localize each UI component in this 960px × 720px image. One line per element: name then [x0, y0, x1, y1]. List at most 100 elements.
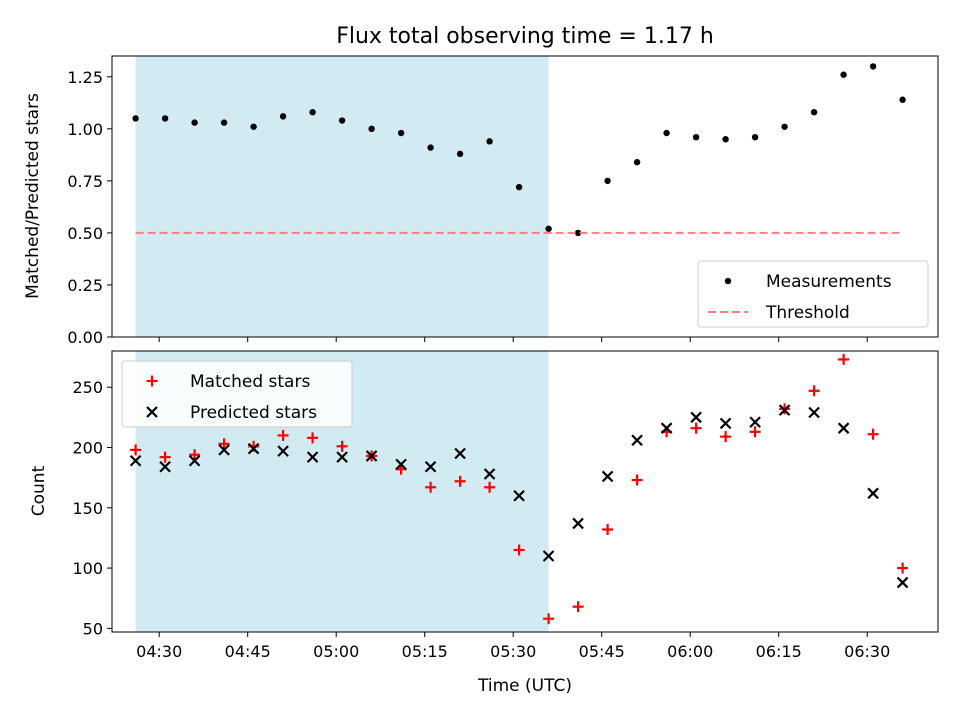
legend-box	[697, 260, 929, 328]
predicted-stars-point	[896, 576, 909, 589]
predicted-stars-point	[159, 460, 171, 473]
predicted-stars-point	[395, 458, 407, 471]
measurement-point	[751, 133, 759, 141]
bottom-panel: 50 100 150 200 250 04:30 04:45 05:00 05:15 05:30 0…	[29, 350, 939, 696]
measurement-point	[486, 138, 493, 145]
y-tick-label: 1.00	[67, 120, 103, 139]
legend-item: Measurements	[724, 272, 892, 292]
y-tick-label: 0.00	[67, 328, 103, 347]
bottom-panel-frame	[111, 350, 939, 633]
measurement-point	[692, 133, 700, 141]
matched-stars-point	[572, 601, 584, 613]
predicted-stars-point	[247, 442, 260, 455]
matched-stars-point	[189, 449, 201, 461]
matched-stars-point	[749, 426, 761, 438]
x-tick-label: 05:45	[579, 642, 625, 661]
x-tick-label: 04:45	[225, 642, 271, 661]
matched-stars-point	[808, 385, 820, 397]
predicted-stars-point	[660, 422, 673, 434]
predicted-stars-point	[336, 451, 348, 463]
predicted-stars-point	[129, 454, 142, 467]
measurement-point	[545, 225, 552, 232]
matched-stars-point	[838, 353, 850, 365]
measurement-point	[899, 96, 906, 103]
legend-label: Predicted stars	[190, 403, 317, 423]
predicted-stars-point	[188, 454, 201, 467]
x-tick-label: 05:30	[490, 642, 536, 661]
legend-box	[121, 360, 353, 428]
matched-stars-point	[484, 481, 496, 493]
x-tick-label: 05:15	[402, 642, 448, 661]
y-tick-label: 0.50	[67, 224, 103, 243]
predicted-stars-point	[572, 517, 584, 530]
top-panel-frame	[111, 55, 939, 338]
predicted-stars-point	[424, 460, 437, 473]
measurement-point	[604, 177, 611, 185]
predicted-stars-point	[867, 487, 879, 500]
measurement-point	[663, 129, 670, 137]
matched-stars-point	[543, 613, 555, 625]
y-tick-label: 100	[72, 559, 103, 578]
observing-window-shade	[135, 56, 549, 337]
matched-stars-point	[720, 431, 732, 443]
legend-label: Measurements	[766, 272, 892, 292]
x-tick-label: 04:30	[136, 642, 182, 661]
legend-label: Matched stars	[190, 372, 310, 392]
measurement-point	[220, 119, 228, 126]
matched-stars-point	[631, 474, 643, 486]
legend-plus-icon	[146, 375, 158, 387]
measurement-point	[810, 109, 818, 116]
legend: Matched stars Predicted stars	[121, 360, 353, 428]
measurement-point	[633, 158, 641, 166]
matched-stars-point	[897, 562, 909, 574]
predicted-stars-point	[218, 444, 230, 456]
matched-stars-point	[277, 429, 289, 441]
measurement-point	[161, 115, 169, 122]
x-tick-label: 05:00	[313, 642, 359, 661]
predicted-stars-point	[365, 450, 378, 462]
measurement-point	[722, 136, 729, 143]
measurement-point	[397, 129, 405, 137]
matched-stars-point	[130, 444, 142, 456]
matched-stars-point	[159, 451, 171, 463]
measurement-point	[368, 125, 375, 133]
predicted-stars-point	[808, 406, 820, 419]
measurement-point	[279, 113, 287, 120]
y-tick-label: 0.75	[67, 172, 103, 191]
predicted-stars-point	[513, 489, 525, 502]
y-tick-label: 200	[72, 438, 103, 457]
x-tick-label: 06:00	[667, 642, 713, 661]
predicted-stars-point	[749, 416, 761, 428]
measurement-point	[250, 123, 257, 130]
measurement-point	[132, 115, 139, 122]
predicted-stars-point	[306, 451, 319, 463]
predicted-stars-point	[601, 470, 614, 483]
measurement-point	[338, 117, 346, 124]
top-panel: 0.00 0.25 0.50 0.75 1.00 1.25 Matched/Predict…	[23, 55, 939, 347]
matched-stars-point	[690, 422, 702, 434]
y-tick-label: 250	[72, 378, 103, 397]
legend-item: Threshold	[708, 303, 850, 323]
x-tick-label: 06:15	[756, 642, 802, 661]
y-tick-label: 1.25	[67, 68, 103, 87]
measurement-point	[427, 144, 434, 151]
matched-stars-point	[454, 475, 466, 487]
predicted-stars-point	[719, 417, 732, 430]
predicted-stars-point	[277, 445, 289, 457]
matched-stars-point	[307, 432, 319, 444]
legend: Measurements Threshold	[697, 260, 929, 328]
y-tick-label: 0.25	[67, 276, 103, 295]
predicted-stars-point	[454, 447, 466, 460]
predicted-stars-point	[837, 422, 850, 434]
measurement-point	[515, 183, 523, 191]
matched-stars-point	[867, 428, 879, 440]
matched-stars-point	[425, 481, 437, 493]
legend-item: Predicted stars	[146, 403, 317, 423]
measurement-point	[574, 229, 582, 237]
measurement-point	[456, 150, 464, 158]
x-axis-label: Time (UTC)	[477, 676, 572, 696]
legend-x-icon	[146, 406, 158, 418]
predicted-stars-point	[483, 468, 496, 480]
top-panel-ylabel: Matched/Predicted stars	[23, 93, 43, 299]
